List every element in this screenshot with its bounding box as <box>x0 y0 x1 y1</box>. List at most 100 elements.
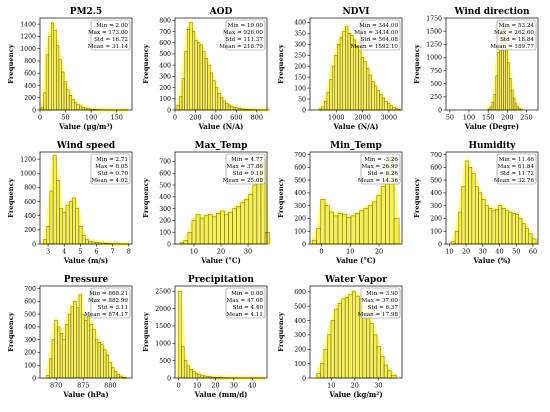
histogram-bar <box>60 209 63 244</box>
histogram-bar <box>228 105 231 110</box>
x-axis-label: Value (µg/m³) <box>58 122 113 131</box>
histogram-bar <box>351 216 355 244</box>
y-tick-label: 1000 <box>426 55 442 62</box>
histogram-bar <box>82 107 85 110</box>
histogram-bar <box>82 236 85 244</box>
histogram-bar <box>495 210 498 245</box>
stats-line: Std = 9.19 <box>233 171 264 177</box>
histogram-bar <box>494 94 496 110</box>
y-tick-label: 0 <box>302 107 306 114</box>
y-tick-label: 750 <box>430 68 442 75</box>
histogram-bar <box>231 106 234 110</box>
histogram-bar <box>338 303 342 378</box>
histogram-bar <box>65 324 68 378</box>
histogram-bar <box>452 241 455 244</box>
y-tick-label: 1000 <box>20 171 36 178</box>
subplot-title: Wind speed <box>56 141 116 151</box>
y-tick-label: 150 <box>294 74 306 81</box>
x-tick-label: 30 <box>244 248 252 256</box>
stats-line: Mean = 31.14 <box>88 44 129 50</box>
stats-line: Std = 111.37 <box>226 37 264 43</box>
histogram-bar <box>60 333 63 378</box>
histogram-bar <box>208 65 211 110</box>
histogram-bar <box>215 88 218 110</box>
histogram-bar <box>101 345 104 378</box>
histogram-bar <box>374 86 377 110</box>
histogram-bar <box>68 314 71 378</box>
y-tick-label: 800 <box>24 185 36 192</box>
histogram-bar <box>205 58 208 110</box>
histogram-bar <box>329 212 333 244</box>
histogram-bar <box>349 295 353 378</box>
histogram-bar <box>117 374 120 378</box>
x-tick-label: 0 <box>177 382 181 390</box>
x-tick-label: 50 <box>512 248 520 256</box>
histogram-bar <box>74 301 77 378</box>
histogram-bar <box>180 97 183 110</box>
stats-line: Std = 8.26 <box>368 171 399 177</box>
histogram-bar <box>382 98 385 110</box>
histogram-bar <box>195 40 198 110</box>
y-tick-label: 700 <box>294 152 306 159</box>
histogram-bar <box>330 79 333 110</box>
histogram-bar <box>475 187 478 245</box>
histogram-bar <box>320 364 324 378</box>
stats-line: Max = 61.84 <box>498 164 535 170</box>
y-tick-label: 600 <box>294 165 306 172</box>
histogram-bar <box>358 51 361 110</box>
histogram-bar <box>241 203 245 244</box>
y-tick-label: 500 <box>24 311 36 318</box>
histogram-bar <box>337 44 340 110</box>
histogram-bar <box>44 93 47 110</box>
y-tick-label: 400 <box>159 194 171 201</box>
histogram-bar <box>41 108 44 110</box>
histogram-bar <box>226 103 229 110</box>
histogram-bar <box>89 241 92 244</box>
histogram-bar <box>49 359 52 378</box>
histogram-bar <box>64 82 67 110</box>
histogram-bar <box>384 365 388 378</box>
histogram-bar <box>87 317 90 378</box>
stats-line: Std = 16.72 <box>94 37 128 43</box>
x-tick-label: 30 <box>374 382 382 390</box>
x-tick-label: 150 <box>110 114 122 122</box>
histogram-bar <box>79 226 82 244</box>
histogram-bar <box>317 374 321 378</box>
x-tick-label: 0 <box>173 114 177 122</box>
histogram-bar <box>515 104 517 110</box>
histogram-bar <box>237 206 241 244</box>
y-tick-label: 2000 <box>155 306 171 313</box>
histogram-bar <box>212 217 216 244</box>
histogram-bar <box>51 23 54 110</box>
stats-line: Min = 19.00 <box>228 23 264 29</box>
y-tick-label: 200 <box>294 216 306 223</box>
histogram-bar <box>192 372 195 378</box>
histogram-bar <box>201 375 204 378</box>
histogram-bar <box>387 103 390 110</box>
histogram-bar <box>223 101 226 110</box>
y-tick-label: 300 <box>159 74 171 81</box>
histogram-bar <box>388 371 392 378</box>
stats-line: Mean = 1592.10 <box>351 44 399 50</box>
histogram-bar <box>216 213 220 244</box>
histogram-bar <box>529 234 532 244</box>
histogram-bar <box>57 327 60 378</box>
histogram-bar <box>393 107 396 110</box>
x-axis-label: Value (°C) <box>200 256 241 265</box>
histogram-bar <box>324 349 328 378</box>
histogram-bar <box>321 199 325 244</box>
y-tick-label: 300 <box>159 206 171 213</box>
histogram-bar <box>356 296 360 378</box>
histogram-bar <box>335 309 339 378</box>
histogram-bar <box>76 209 79 244</box>
histogram-bar <box>195 373 198 378</box>
y-tick-label: 600 <box>159 171 171 178</box>
x-axis-label: Value (%) <box>472 256 510 265</box>
histogram-bar <box>95 340 98 378</box>
histogram-bar <box>352 292 356 378</box>
histogram-bar <box>513 98 515 110</box>
x-tick-label: 10 <box>193 382 201 390</box>
